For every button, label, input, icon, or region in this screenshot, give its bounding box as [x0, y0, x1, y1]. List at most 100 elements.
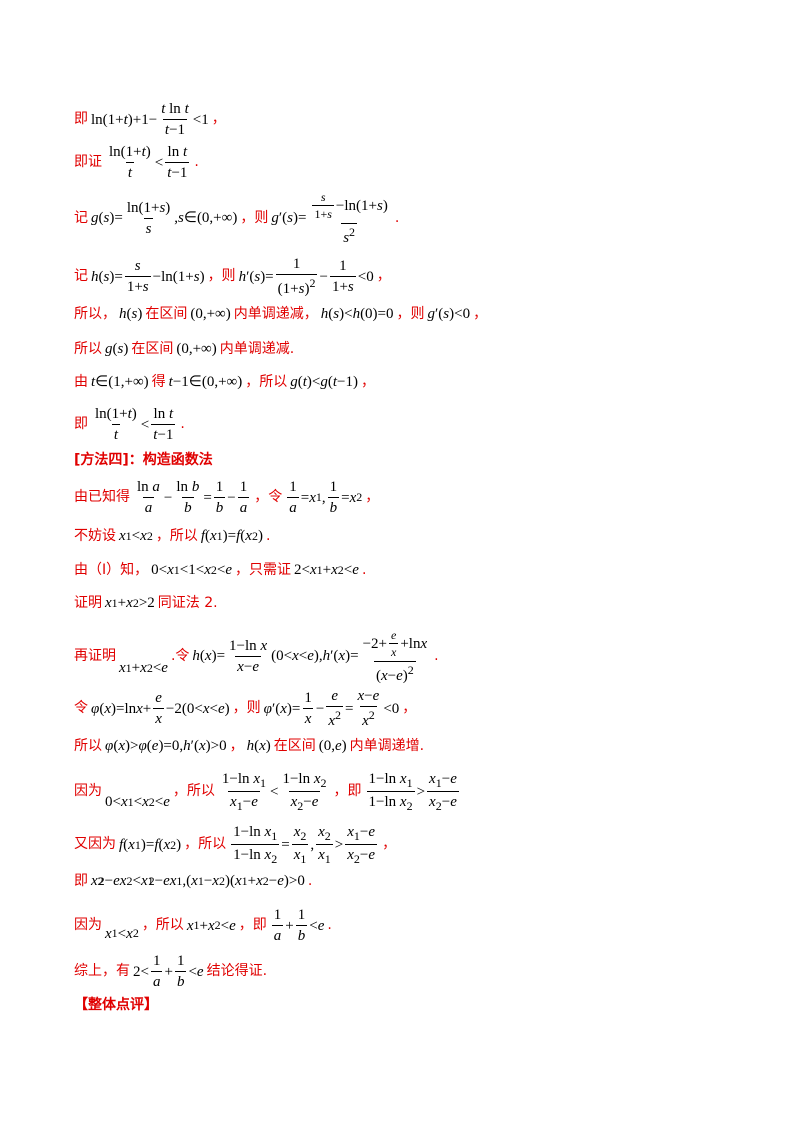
line-10-suffix: ，: [365, 489, 380, 506]
line-8-prefix: 即: [74, 416, 88, 433]
method-four-heading: [方法四]：构造函数法: [74, 452, 213, 469]
line-14: 再证明 x 1 + x 2 < e .令 h(x)= 1−ln x x−e (0< x < e), h…: [74, 628, 439, 685]
line-16-math2: h(x): [246, 738, 271, 754]
line-16-math3: (0, e): [318, 738, 347, 754]
line-14-suffix: .: [434, 647, 439, 664]
line-16: 所以 φ(x)> φ(e)=0, h ′(x)>0 ， h(x) 在区间 (0, e) …: [74, 737, 424, 755]
line-2-suffix: .: [194, 154, 199, 171]
line-17: 因为 0< x 1 < x 2 < e ，所以 1−ln x1 x1−e < 1−ln x2 x2…: [74, 770, 464, 814]
line-18-prefix: 又因为: [74, 836, 116, 853]
line-7-middle: 得: [151, 373, 166, 390]
line-7: 由 t ∈(1,+∞) 得 t −1∈(0,+∞) ，所以 g(t)< g(t −1) …: [74, 373, 375, 391]
line-7-math3: g(t)< g(t −1): [290, 374, 359, 390]
line-4-math: h(s)= s 1+s −ln(1+ s): [91, 258, 205, 295]
line-20-math2: x 1 + x 2 < e: [186, 917, 236, 934]
line-15-prefix: 令: [74, 700, 88, 717]
line-5-math3: h(s)< h (0)=0: [320, 306, 394, 322]
line-6-math: g(s): [105, 341, 129, 357]
line-12-math2: 2< x 1 + x 2 < e: [294, 562, 359, 578]
line-11-math2: f(x 1)= f(x 2): [200, 528, 263, 544]
line-6: 所以 g(s) 在区间 (0,+∞) 内单调递减.: [74, 340, 294, 358]
line-2-math: ln(1+t) t < ln t t−1: [109, 144, 190, 181]
line-6-suffix: 内单调递减.: [219, 340, 295, 357]
line-12-middle: ，只需证: [235, 561, 292, 578]
line-16-math: φ(x)> φ(e)=0, h ′(x)>0: [105, 738, 227, 754]
line-21-suffix: 结论得证.: [206, 963, 268, 980]
line-16-middle2: 在区间: [273, 737, 316, 754]
line-5-math2: (0,+∞): [190, 306, 231, 322]
line-14-middle: .令: [170, 647, 190, 664]
line-4: 记 h(s)= s 1+s −ln(1+ s) ，则 h ′(s)= 1 (1+s)2 …: [74, 255, 391, 298]
line-11-math: x 1 < x 2: [119, 528, 153, 544]
line-10-middle: ，令: [254, 489, 283, 506]
overall-comment-heading: 【整体点评】: [74, 997, 158, 1014]
line-17-math: 0< x 1 < x 2 < e: [105, 793, 170, 810]
line-5-middle2: 内单调递减，: [233, 305, 318, 322]
line-13-math: x 1 + x 2 >2: [105, 595, 155, 611]
line-6-math2: (0,+∞): [176, 341, 217, 357]
line-2-prefix: 即证: [74, 154, 102, 171]
line-7-math: t ∈(1,+∞): [91, 374, 149, 390]
line-3-math: g(s)= ln(1+s) s , s ∈(0,+∞): [91, 199, 238, 237]
line-2: 即证 ln(1+t) t < ln t t−1 .: [74, 143, 199, 182]
line-20-suffix: .: [327, 917, 332, 934]
line-12-math: 0< x 1 <1< x 2 < e: [151, 562, 233, 578]
line-7-middle2: ，所以: [245, 373, 288, 390]
line-16-prefix: 所以: [74, 737, 102, 754]
line-8: 即 ln(1+t) t < ln t t−1 .: [74, 405, 185, 444]
line-11-suffix: .: [265, 527, 271, 544]
line-17-prefix: 因为: [74, 783, 102, 800]
line-8-suffix: .: [180, 416, 185, 433]
line-18-middle: ，所以: [184, 836, 227, 853]
line-4-prefix: 记: [74, 268, 88, 285]
line-18-math: f(x 1)= f(x 2): [119, 836, 182, 853]
line-18: 又因为 f(x 1)= f(x 2) ，所以 1−ln x1 1−ln x2 = x2 x…: [74, 823, 396, 867]
line-16-suffix: 内单调递增.: [349, 737, 425, 754]
line-13-suffix: 同证法 2.: [157, 594, 218, 611]
line-11: 不妨设 x 1 < x 2 ，所以 f(x 1)= f(x 2) .: [74, 527, 270, 545]
line-18-suffix: ，: [382, 836, 397, 853]
line-14-math: x 1 + x 2 < e: [119, 660, 168, 677]
line-18-math2: 1−ln x1 1−ln x2 = x2 x1 , x2 x1 > x1−e x2−e: [231, 824, 378, 867]
line-11-prefix: 不妨设: [74, 527, 116, 544]
line-4-middle: ，则: [207, 268, 236, 285]
line-13: 证明 x 1 + x 2 >2 同证法 2.: [74, 594, 218, 612]
line-15-suffix: ，: [402, 700, 417, 717]
line-1: 即 ln(1+ t)+1− t ln t t−1 <1 ，: [74, 100, 226, 139]
line-1-math: ln(1+ t)+1− t ln t t−1 <1: [91, 101, 209, 138]
line-3-math2: g ′(s)= s 1+s −ln(1+ s) s2: [271, 190, 388, 246]
line-12-suffix: .: [361, 561, 367, 578]
line-20-middle2: ，即: [238, 917, 267, 934]
line-6-middle: 在区间: [131, 340, 174, 357]
line-7-math2: t −1∈(0,+∞): [168, 374, 243, 390]
line-5-math: h(s): [119, 306, 143, 322]
method-four-title: [方法四]：构造函数法: [74, 452, 213, 468]
line-5-suffix: ，: [473, 305, 488, 322]
line-5-math4: g ′(s)<0: [427, 306, 471, 322]
line-8-math: ln(1+t) t < ln t t−1: [95, 406, 176, 443]
line-14-math2: h(x)= 1−ln x x−e (0< x < e), h ′(x)= −2+ e x +ln …: [192, 628, 428, 684]
line-11-middle: ，所以: [155, 527, 198, 544]
line-5: 所以， h(s) 在区间 (0,+∞) 内单调递减， h(s)< h (0)=0 ，…: [74, 305, 487, 323]
overall-comment-title: 【整体点评】: [74, 997, 158, 1013]
line-16-middle: ，: [229, 737, 244, 754]
line-17-middle: ，所以: [172, 783, 215, 800]
line-15-middle: ，则: [232, 700, 261, 717]
line-5-middle3: ，则: [396, 305, 425, 322]
line-7-prefix: 由: [74, 373, 88, 390]
line-4-math2: h ′(s)= 1 (1+s)2 − 1 1+s <0: [238, 256, 374, 297]
line-1-suffix: ，: [211, 111, 226, 128]
line-12-prefix: 由（Ⅰ）知，: [74, 561, 149, 578]
line-3-prefix: 记: [74, 209, 88, 226]
line-17-math2: 1−ln x1 x1−e < 1−ln x2 x2−e: [221, 771, 327, 814]
line-20-middle: ，所以: [141, 917, 184, 934]
line-14-prefix: 再证明: [74, 647, 116, 664]
line-19: 即 x 2 2− ex 2 < x 1 2− ex 1 ,(x 1− x 2)(x 1 + x 2− e)>0 .: [74, 872, 312, 890]
